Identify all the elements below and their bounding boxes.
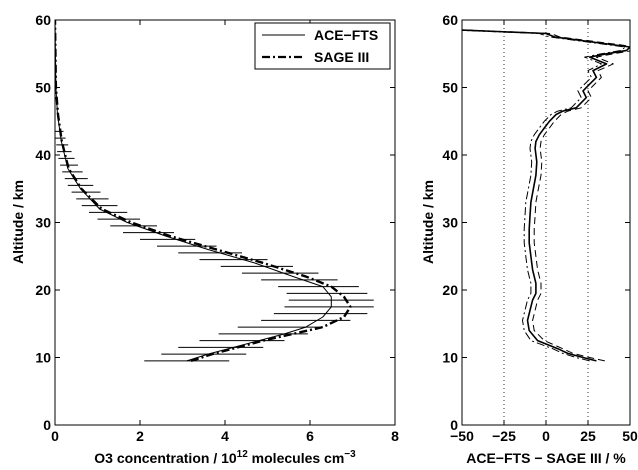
- difference-marks: [462, 29, 630, 362]
- left-y-tick-label: 50: [35, 80, 51, 96]
- difference-panel: 0 10 20 30 40 50 60 −50 −25 0 25 50 ACE−FTS − SAGE …: [420, 12, 638, 466]
- legend: ACE−FTS SAGE III: [254, 22, 391, 70]
- right-x-tick-label: 25: [580, 428, 596, 444]
- ozone-profile-panel: 0 10 20 30 40 50 60 0 2 4 6 8 O3 concentration / 10…: [10, 12, 399, 466]
- reference-lines: [503, 20, 589, 425]
- left-x-tick-label: 0: [51, 428, 59, 444]
- left-y-tick-label: 30: [35, 215, 51, 231]
- right-series-line-1: [462, 29, 630, 362]
- right-x-axis-label: ACE−FTS − SAGE III / %: [466, 450, 626, 466]
- right-y-tick-label: 30: [442, 215, 458, 231]
- right-series-line-3: [462, 29, 626, 362]
- right-x-tick-label: −50: [450, 428, 474, 444]
- legend-box: [254, 22, 391, 70]
- left-x-tick-label: 4: [221, 428, 229, 444]
- left-x-tick-label: 8: [391, 428, 399, 444]
- left-plot-frame: [54, 19, 396, 426]
- legend-label-sage-iii: SAGE III: [314, 49, 369, 65]
- right-y-tick-label: 40: [442, 147, 458, 163]
- left-y-tick-label: 40: [35, 147, 51, 163]
- right-y-axis-label: Altitude / km: [420, 180, 436, 264]
- legend-label-ace-fts: ACE−FTS: [314, 27, 378, 43]
- right-y-tick-label: 10: [442, 350, 458, 366]
- left-y-axis-label: Altitude / km: [10, 180, 26, 264]
- left-y-tick-label: 20: [35, 282, 51, 298]
- left-y-tick-label: 60: [35, 12, 51, 28]
- right-y-tick-label: 0: [450, 417, 458, 433]
- left-y-tick-label: 10: [35, 350, 51, 366]
- right-x-tick-label: 0: [542, 428, 550, 444]
- left-series-line-1: [55, 20, 332, 362]
- right-x-tick-label: 50: [622, 428, 638, 444]
- right-x-tick-label: −25: [492, 428, 516, 444]
- right-axis-ticks: 0 10 20 30 40 50 60 −50 −25 0 25 50: [442, 12, 638, 444]
- left-x-axis-label: O3 concentration / 1012 molecules cm−3: [94, 449, 356, 466]
- right-y-tick-label: 50: [442, 80, 458, 96]
- left-x-tick-label: 6: [306, 428, 314, 444]
- left-y-tick-label: 0: [43, 417, 51, 433]
- right-y-tick-label: 60: [442, 12, 458, 28]
- right-y-tick-label: 20: [442, 282, 458, 298]
- left-x-tick-label: 2: [136, 428, 144, 444]
- left-series-line-2: [55, 20, 352, 363]
- left-axis-ticks: 0 10 20 30 40 50 60 0 2 4 6 8: [35, 12, 399, 444]
- ozone-profile-marks: [55, 20, 374, 363]
- right-series-line-2: [468, 29, 630, 362]
